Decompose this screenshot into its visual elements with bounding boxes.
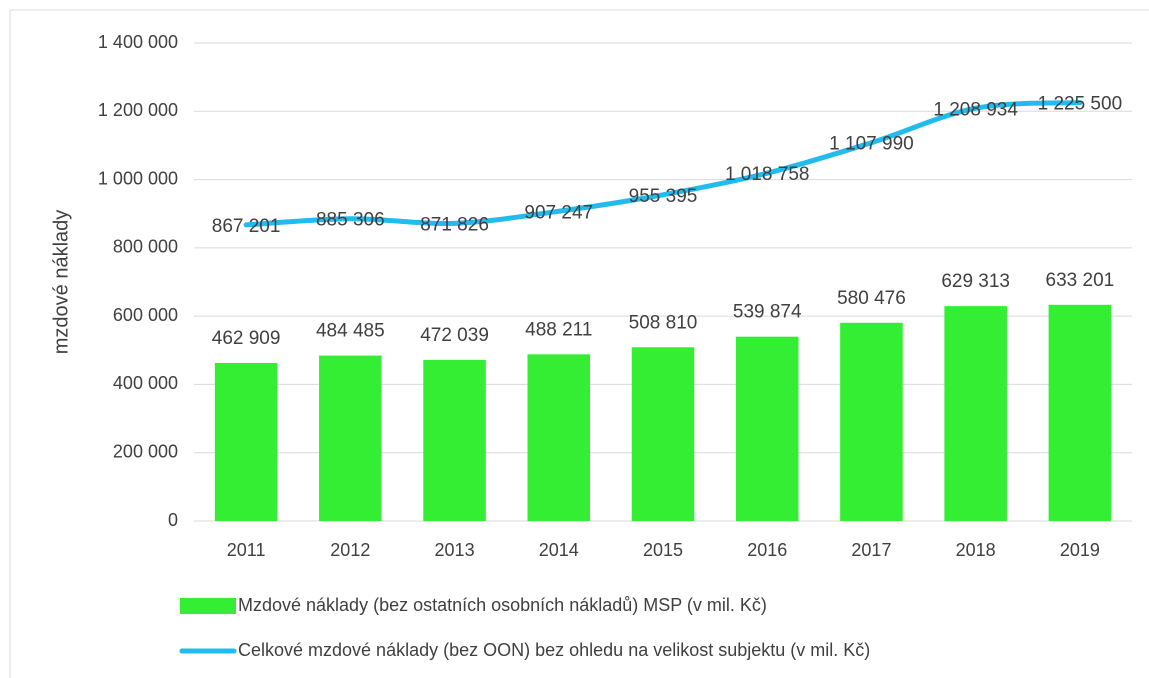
data-label: 1 208 934 <box>933 99 1018 120</box>
bar <box>944 306 1007 521</box>
line <box>243 100 1083 228</box>
y-tick-label: 1 200 000 <box>98 100 178 120</box>
data-label: 907 247 <box>524 202 593 223</box>
data-label: 871 826 <box>420 214 489 235</box>
y-tick-label: 600 000 <box>113 305 178 325</box>
data-label: 580 476 <box>837 288 906 309</box>
bar <box>840 322 903 521</box>
data-label: 462 909 <box>212 328 281 349</box>
data-label: 1 225 500 <box>1038 94 1123 115</box>
x-tick-label: 2018 <box>956 540 996 560</box>
y-tick-label: 200 000 <box>113 441 178 461</box>
data-label: 488 211 <box>525 319 592 340</box>
x-tick-label: 2011 <box>227 540 266 560</box>
bar <box>735 336 799 521</box>
y-tick-label: 1 400 000 <box>98 32 178 52</box>
bar <box>527 354 591 521</box>
y-axis-label: mzdové náklady <box>50 210 72 355</box>
x-tick-label: 2012 <box>330 540 370 560</box>
data-label: 1 107 990 <box>829 134 914 155</box>
data-label: 484 485 <box>316 321 385 342</box>
bar <box>319 355 382 521</box>
y-tick-label: 400 000 <box>113 373 178 393</box>
data-label: 539 874 <box>733 302 802 323</box>
data-label: 472 039 <box>420 325 489 346</box>
y-tick-label: 800 000 <box>113 237 178 257</box>
bar <box>423 359 486 521</box>
x-tick-label: 2015 <box>643 540 683 560</box>
data-label: 633 201 <box>1046 270 1115 291</box>
data-label: 885 306 <box>316 210 385 231</box>
data-label: 629 313 <box>941 271 1010 292</box>
legend-label: Mzdové náklady (bez ostatních osobních n… <box>238 595 767 615</box>
bar <box>214 362 278 521</box>
y-tick-label: 1 000 000 <box>98 168 178 188</box>
x-tick-label: 2019 <box>1060 540 1100 560</box>
legend-swatch <box>180 598 236 614</box>
x-tick-label: 2016 <box>747 540 787 560</box>
x-tick-label: 2013 <box>435 540 475 560</box>
data-label: 867 201 <box>212 216 281 237</box>
bar <box>1048 304 1112 521</box>
x-tick-label: 2017 <box>851 540 891 560</box>
legend-label: Celkové mzdové náklady (bez OON) bez ohl… <box>238 640 870 660</box>
y-tick-label: 0 <box>168 510 178 530</box>
data-label: 508 810 <box>629 312 698 333</box>
bar <box>631 347 695 521</box>
data-label: 1 018 758 <box>725 164 810 185</box>
x-tick-label: 2014 <box>539 540 579 560</box>
data-label: 955 395 <box>629 186 698 207</box>
